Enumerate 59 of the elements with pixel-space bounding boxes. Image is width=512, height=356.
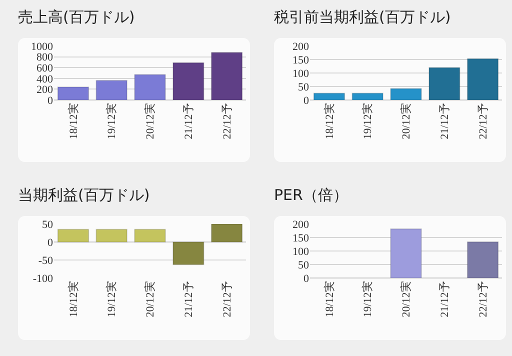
y-tick-label: 0 [304, 94, 310, 107]
chart-title: 売上高(百万ドル) [18, 8, 135, 27]
x-tick-label: 21/12予 [182, 281, 195, 318]
y-tick-label: 400 [36, 73, 54, 86]
x-tick-label: 21/12予 [182, 103, 195, 140]
x-tick-label: 21/12予 [438, 281, 451, 318]
y-tick-label: 200 [292, 40, 310, 53]
y-tick-label: 50 [42, 218, 54, 231]
bar [172, 242, 204, 266]
bar [172, 62, 204, 100]
y-tick-label: 100 [292, 68, 310, 80]
x-tick-label: 18/12実 [322, 281, 336, 318]
chart-title: PER（倍） [274, 186, 348, 205]
x-tick-label: 19/12実 [105, 281, 118, 318]
x-tick-label: 18/12実 [66, 103, 80, 140]
bar [134, 74, 166, 100]
y-tick-label: 200 [292, 218, 310, 231]
y-tick-label: 1000 [31, 40, 54, 53]
bar [96, 80, 128, 100]
x-tick-label: 19/12実 [361, 103, 374, 140]
bar [134, 228, 166, 242]
bar [466, 58, 499, 100]
y-tick-label: -50 [38, 254, 54, 267]
x-tick-label: 20/12実 [400, 103, 413, 140]
bar [313, 92, 346, 100]
x-tick-label: 18/12実 [66, 281, 80, 318]
y-tick-label: 0 [304, 272, 310, 285]
y-tick-label: 600 [36, 62, 54, 74]
x-tick-label: 21/12予 [438, 103, 451, 140]
x-tick-label: 22/12予 [477, 103, 490, 140]
y-tick-label: 0 [48, 94, 54, 107]
x-tick-label: 19/12実 [361, 281, 374, 318]
y-tick-label: 800 [36, 52, 54, 64]
y-tick-label: 150 [292, 54, 310, 66]
y-tick-label: 150 [292, 232, 310, 244]
y-tick-label: 0 [48, 236, 54, 249]
chart-title: 当期利益(百万ドル) [18, 186, 150, 205]
y-tick-label: 50 [298, 81, 310, 94]
bar [210, 224, 243, 242]
y-tick-label: -100 [32, 272, 54, 285]
bar [96, 228, 128, 242]
bar [57, 228, 90, 242]
x-tick-label: 22/12予 [221, 281, 234, 318]
x-tick-label: 20/12実 [144, 281, 157, 318]
bar [210, 52, 243, 100]
x-tick-label: 18/12実 [322, 103, 336, 140]
y-tick-label: 50 [298, 259, 310, 272]
y-tick-label: 100 [292, 246, 310, 258]
bar [390, 88, 422, 100]
x-tick-label: 20/12実 [144, 103, 157, 140]
bar [428, 67, 460, 100]
chart-title: 税引前当期利益(百万ドル) [274, 8, 451, 27]
x-tick-label: 20/12実 [400, 281, 413, 318]
y-tick-label: 200 [36, 84, 54, 96]
bar [57, 86, 90, 100]
x-tick-label: 22/12予 [477, 281, 490, 318]
bar [352, 92, 384, 100]
x-tick-label: 22/12予 [221, 103, 234, 140]
x-tick-label: 19/12実 [105, 103, 118, 140]
